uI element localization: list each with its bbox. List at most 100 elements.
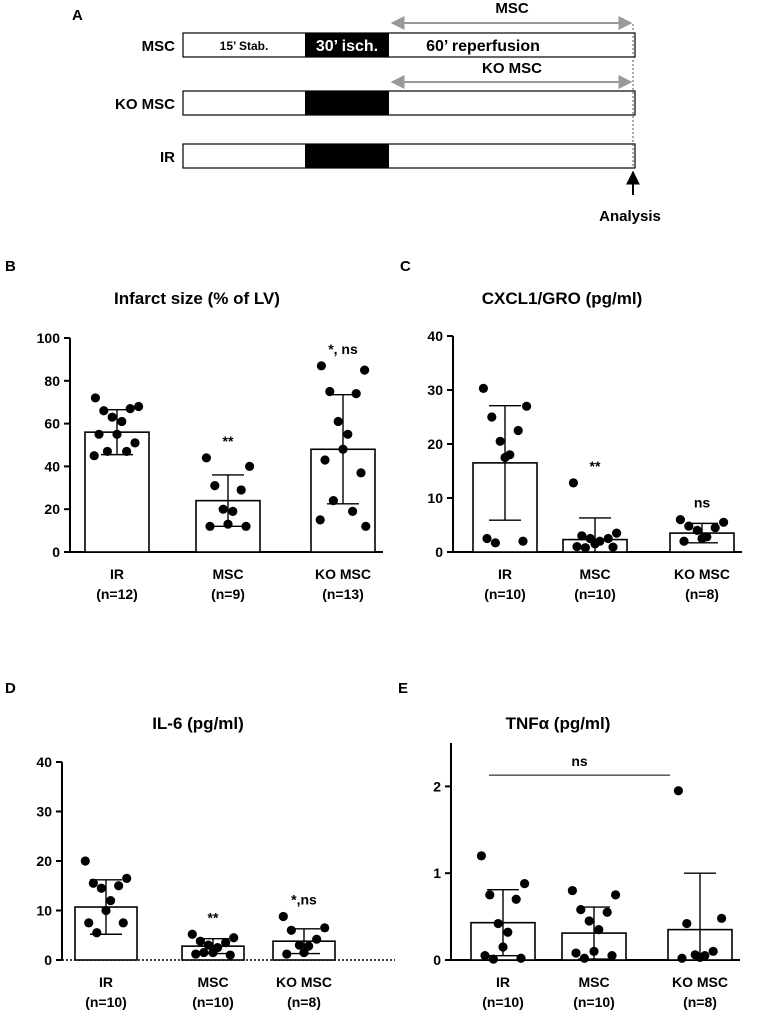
data-point: [603, 533, 613, 544]
data-point: [602, 907, 612, 917]
data-point: [717, 913, 727, 923]
category-label: KO MSC: [672, 974, 728, 990]
protocol-row-label-ir: IR: [160, 149, 175, 166]
data-point: [488, 954, 498, 964]
msc-treatment-label: MSC: [495, 0, 529, 17]
data-point: [88, 878, 98, 888]
category-label: MSC: [212, 566, 243, 582]
data-point: [89, 451, 99, 461]
data-point: [130, 438, 140, 448]
category-n-label: (n=12): [96, 586, 138, 602]
category-n-label: (n=10): [85, 994, 127, 1010]
category-label: KO MSC: [315, 566, 371, 582]
data-point: [579, 953, 590, 963]
data-point: [205, 521, 215, 531]
category-n-label: (n=10): [573, 994, 615, 1010]
data-point: [187, 929, 197, 939]
y-tick-label: 0: [435, 544, 443, 560]
panel-letter-b: B: [5, 258, 16, 275]
data-point: [191, 949, 201, 959]
data-point: [513, 425, 523, 436]
data-point: [710, 523, 720, 533]
analysis-label: Analysis: [599, 208, 661, 225]
y-tick-label: 40: [427, 328, 443, 344]
data-point: [351, 389, 361, 399]
y-tick-label: 0: [52, 544, 60, 560]
significance-label: *, ns: [328, 341, 358, 357]
y-tick-label: 20: [427, 436, 443, 452]
data-point: [203, 940, 213, 950]
chart-panel-c: C CXCL1/GRO (pg/ml) 0 10 20 30 40 IR (n=10) ** MSC…: [400, 258, 742, 602]
data-point: [594, 925, 604, 935]
data-point: [320, 923, 330, 933]
data-point: [312, 934, 322, 944]
data-point: [199, 947, 209, 958]
data-point: [241, 521, 251, 531]
reperfusion-label: 60’ reperfusion: [426, 38, 540, 55]
category-n-label: (n=10): [484, 586, 526, 602]
protocol-timeline-msc: [182, 32, 636, 58]
data-point: [612, 528, 622, 538]
data-point: [92, 928, 102, 938]
ko-msc-treatment-label: KO MSC: [482, 60, 542, 77]
data-point: [236, 485, 246, 495]
data-point: [114, 881, 124, 891]
data-point: [490, 538, 500, 548]
category-n-label: (n=10): [574, 586, 616, 602]
data-point: [286, 925, 296, 935]
category-label: KO MSC: [276, 974, 332, 990]
data-point: [304, 941, 314, 951]
data-point: [520, 879, 530, 889]
data-point: [328, 496, 338, 506]
category-n-label: (n=8): [685, 586, 719, 602]
category-label: MSC: [197, 974, 228, 990]
data-point: [125, 404, 135, 414]
data-point: [478, 383, 488, 393]
chart-title: IL-6 (pg/ml): [152, 714, 244, 733]
data-point: [316, 361, 326, 371]
category-n-label: (n=10): [482, 994, 524, 1010]
data-point: [122, 446, 132, 457]
data-point: [522, 401, 532, 411]
data-point: [607, 951, 617, 961]
data-point: [195, 936, 205, 946]
significance-label: **: [223, 433, 234, 449]
stabilization-label: 15’ Stab.: [220, 39, 269, 53]
y-tick-label: 10: [36, 903, 52, 919]
data-point: [94, 429, 104, 439]
data-point: [682, 918, 692, 929]
category-n-label: (n=13): [322, 586, 364, 602]
data-point: [348, 506, 358, 516]
data-point: [333, 416, 343, 427]
category-label: KO MSC: [674, 566, 730, 582]
data-point: [122, 873, 132, 883]
data-point: [356, 468, 366, 478]
data-point: [278, 911, 288, 922]
data-point: [134, 401, 144, 412]
bracket-label: ns: [571, 753, 588, 769]
data-point: [80, 856, 90, 866]
category-label: MSC: [578, 974, 609, 990]
ischemia-block-msc: [305, 33, 389, 57]
data-point: [99, 406, 109, 416]
data-point: [673, 786, 684, 796]
data-point: [107, 412, 117, 422]
category-n-label: (n=8): [683, 994, 717, 1010]
y-tick-label: 0: [44, 952, 52, 968]
data-point: [320, 455, 330, 465]
data-point: [495, 436, 505, 446]
data-point: [708, 946, 718, 956]
category-label: IR: [110, 566, 124, 582]
data-point: [482, 533, 492, 544]
data-point: [567, 885, 578, 896]
panel-letter-d: D: [5, 680, 16, 697]
panel-letter-c: C: [400, 258, 411, 275]
data-point: [106, 896, 116, 906]
category-label: IR: [496, 974, 510, 990]
data-point: [692, 525, 702, 536]
category-n-label: (n=9): [211, 586, 245, 602]
data-point: [84, 918, 94, 928]
y-tick-label: 40: [36, 754, 52, 770]
data-point: [503, 927, 513, 937]
